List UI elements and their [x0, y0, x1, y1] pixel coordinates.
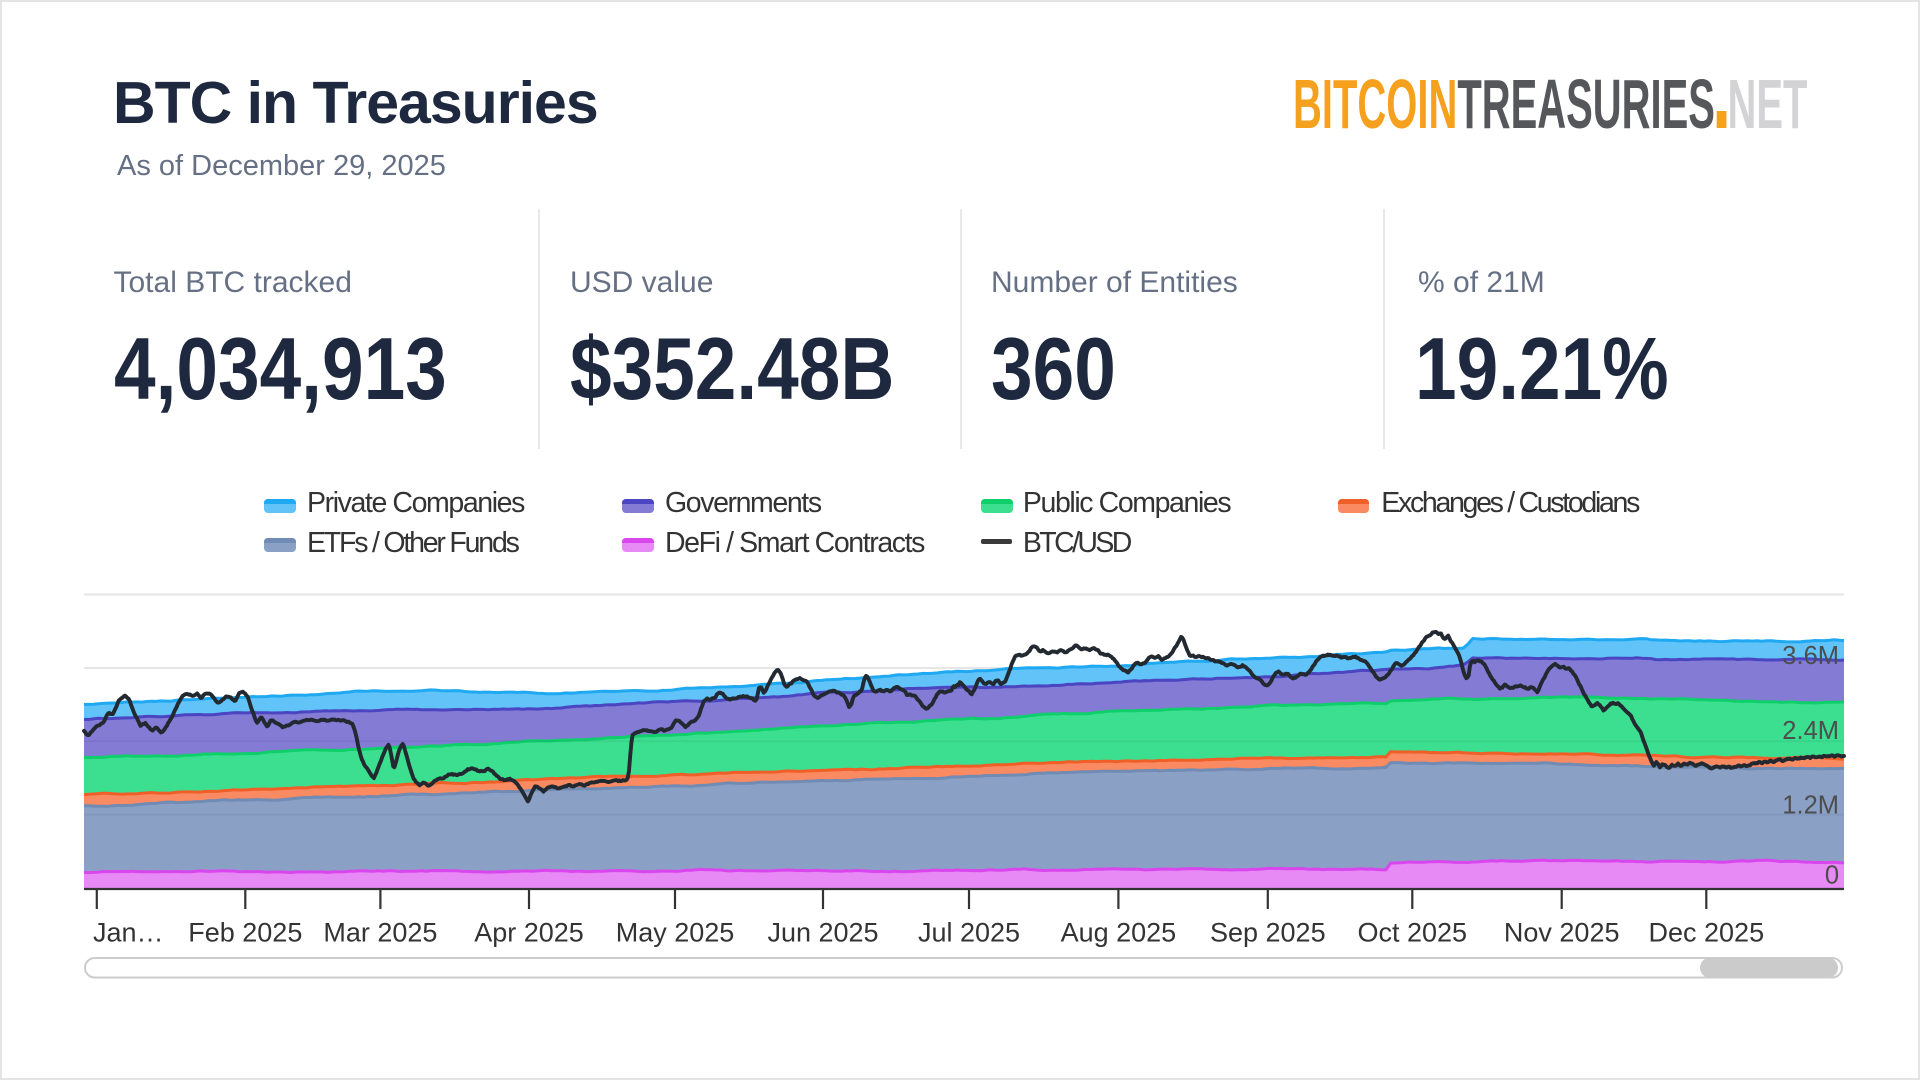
svg-text:Jul 2025: Jul 2025	[918, 918, 1020, 948]
svg-text:Sep 2025: Sep 2025	[1210, 918, 1326, 948]
svg-text:Oct 2025: Oct 2025	[1358, 918, 1468, 948]
svg-text:1.2M: 1.2M	[1782, 792, 1839, 820]
svg-text:Feb 2025: Feb 2025	[188, 918, 302, 948]
svg-text:2.4M: 2.4M	[1782, 717, 1839, 745]
svg-text:Aug 2025: Aug 2025	[1061, 918, 1177, 948]
svg-text:May 2025: May 2025	[616, 918, 735, 948]
svg-text:Mar 2025: Mar 2025	[323, 918, 437, 948]
svg-text:0: 0	[1825, 862, 1839, 890]
svg-text:Nov 2025: Nov 2025	[1504, 918, 1620, 948]
svg-text:Apr 2025: Apr 2025	[474, 918, 584, 948]
svg-text:3.6M: 3.6M	[1782, 642, 1839, 670]
svg-text:Jan…: Jan…	[93, 918, 164, 948]
svg-text:Dec 2025: Dec 2025	[1649, 918, 1765, 948]
svg-text:Jun 2025: Jun 2025	[767, 918, 878, 948]
